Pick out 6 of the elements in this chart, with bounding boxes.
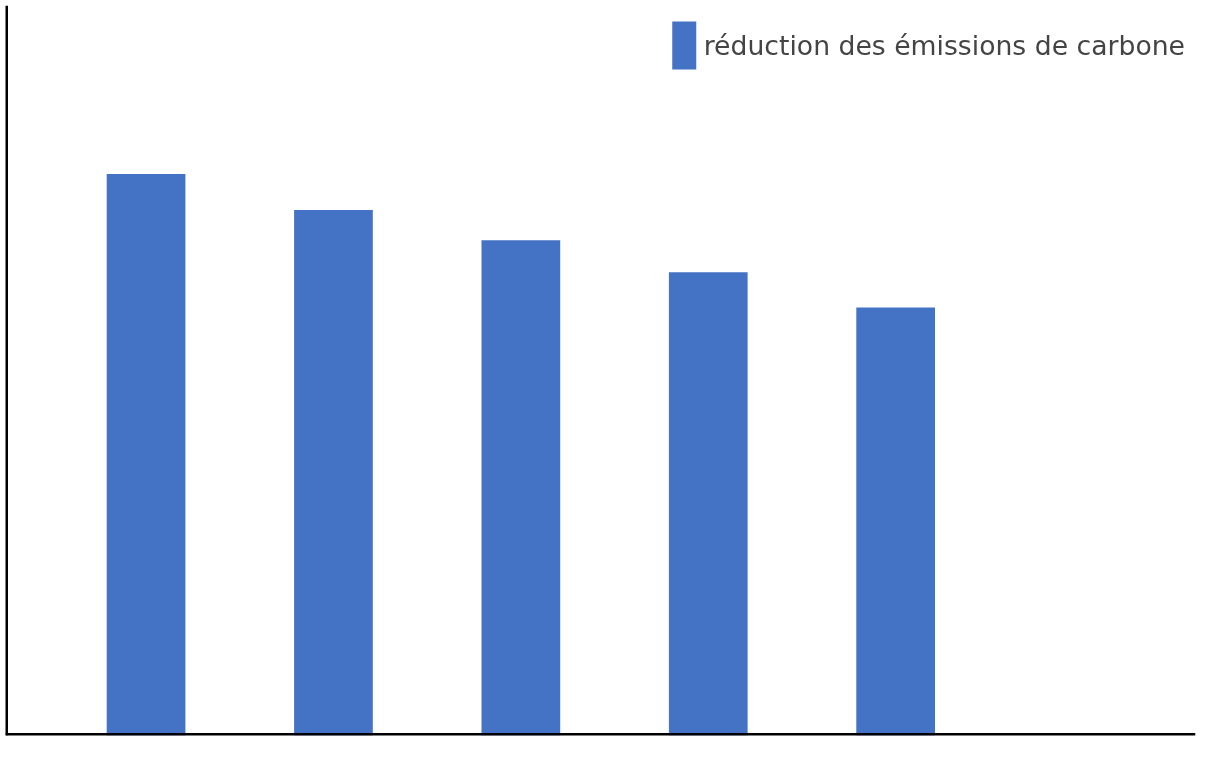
bar xyxy=(106,173,186,736)
bar xyxy=(856,307,936,736)
bar xyxy=(294,209,373,736)
bar xyxy=(481,240,561,736)
bar xyxy=(668,272,748,736)
legend-label: réduction des émissions de carbone xyxy=(703,29,1185,61)
